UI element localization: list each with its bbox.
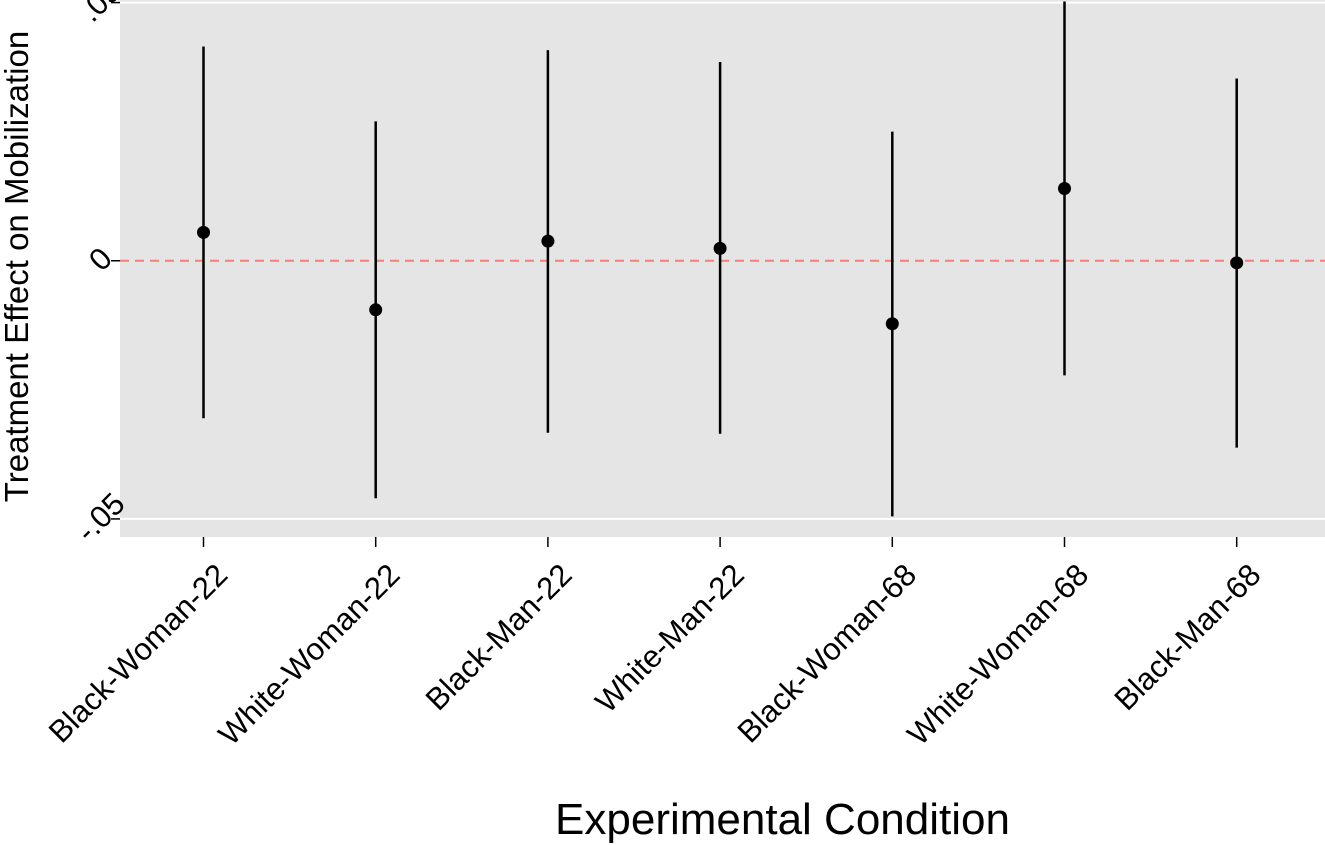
- y-axis-title: Treatment Effect on Mobilization: [0, 31, 35, 502]
- estimate-point: [885, 317, 899, 331]
- estimate-point: [541, 234, 555, 248]
- x-tick-label: White-Man-22: [588, 557, 750, 719]
- estimate-point: [1058, 181, 1071, 195]
- x-tick-label: Black-Man-22: [419, 557, 579, 717]
- estimate-point: [713, 241, 727, 255]
- estimate-point: [1230, 256, 1244, 270]
- plot-panel: [120, 0, 1325, 537]
- y-tick-label: 0: [82, 241, 119, 278]
- data-marks: [197, 1, 1244, 517]
- y-tick-label: .05: [73, 0, 128, 29]
- gridlines: [120, 1, 1325, 520]
- x-tick-label: Black-Woman-68: [731, 557, 923, 749]
- x-tick-label: White-Woman-22: [212, 557, 407, 752]
- estimate-point: [197, 225, 210, 239]
- x-tick-label: Black-Man-68: [1108, 557, 1268, 717]
- x-tick-label: White-Woman-68: [900, 557, 1095, 752]
- x-axis-title: Experimental Condition: [555, 795, 1010, 844]
- x-tick-label: Black-Woman-22: [42, 557, 234, 749]
- estimate-point: [369, 303, 383, 317]
